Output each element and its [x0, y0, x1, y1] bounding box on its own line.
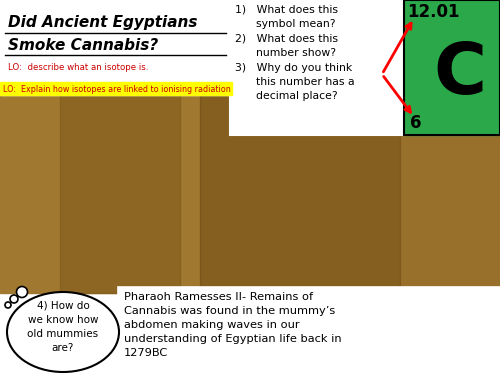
Text: C: C — [433, 40, 486, 109]
Text: Pharaoh Ramesses II- Remains of
Cannabis was found in the mummy’s
abdomen making: Pharaoh Ramesses II- Remains of Cannabis… — [124, 292, 342, 358]
Bar — [118, 287, 500, 375]
Ellipse shape — [5, 302, 11, 308]
Text: LO:  describe what an isotope is.: LO: describe what an isotope is. — [8, 63, 148, 72]
Bar — [404, 0, 500, 135]
Bar — [60, 93, 180, 293]
Ellipse shape — [10, 295, 18, 303]
Bar — [0, 0, 232, 95]
Text: 6: 6 — [410, 114, 422, 132]
Text: 1)   What does this
      symbol mean?
2)   What does this
      number show?
3): 1) What does this symbol mean? 2) What d… — [235, 5, 354, 101]
Bar — [404, 0, 500, 135]
Bar — [350, 93, 500, 293]
Bar — [0, 93, 500, 293]
Text: Smoke Cannabis?: Smoke Cannabis? — [8, 38, 158, 52]
Bar — [0, 82, 232, 95]
Ellipse shape — [7, 292, 119, 372]
Text: Did Ancient Egyptians: Did Ancient Egyptians — [8, 15, 198, 30]
Text: 12.01: 12.01 — [407, 3, 460, 21]
Bar — [200, 93, 400, 293]
Text: 4) How do
we know how
old mummies
are?: 4) How do we know how old mummies are? — [28, 301, 99, 353]
Bar — [230, 0, 405, 135]
Ellipse shape — [16, 286, 28, 297]
Text: LO:  Explain how isotopes are linked to ionising radiation: LO: Explain how isotopes are linked to i… — [3, 84, 231, 93]
